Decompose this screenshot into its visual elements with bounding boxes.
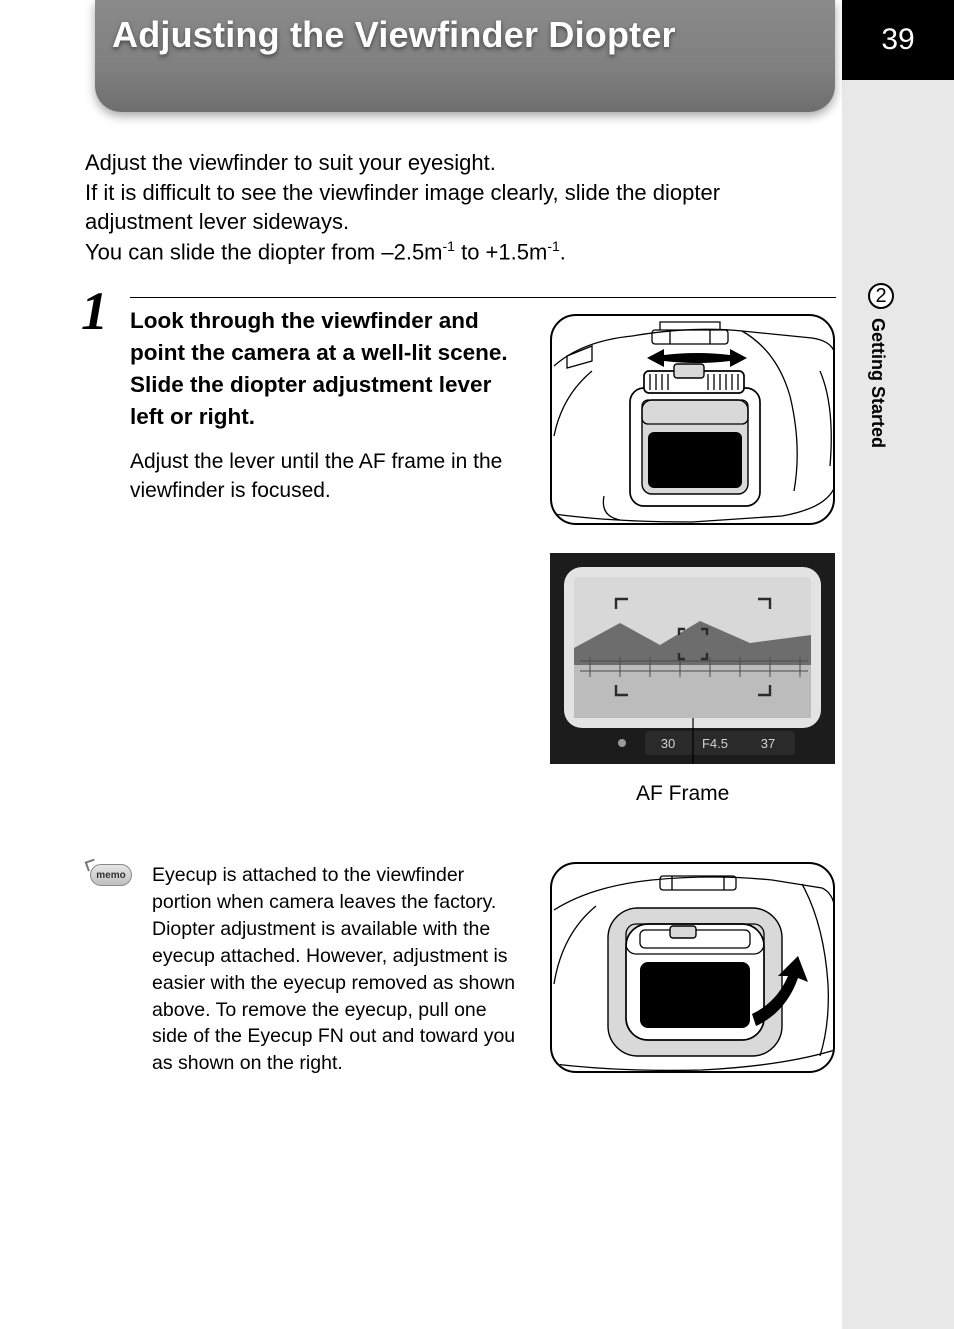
intro-line-3c: .	[560, 239, 566, 264]
intro-text: Adjust the viewfinder to suit your eyesi…	[85, 148, 825, 267]
intro-sup-2: -1	[547, 238, 559, 254]
figure-diopter-lever	[550, 314, 835, 525]
intro-line-3a: You can slide the diopter from –2.5m	[85, 239, 443, 264]
page-title: Adjusting the Viewfinder Diopter	[112, 14, 822, 56]
memo-text-sc: N	[330, 1025, 344, 1047]
step-body: Adjust the lever until the AF frame in t…	[130, 448, 520, 506]
readout-right: 37	[761, 736, 775, 751]
step-number: 1	[81, 280, 108, 342]
memo-text-a: Eyecup is attached to the viewfinder por…	[152, 864, 515, 1047]
side-margin	[842, 0, 954, 1329]
chapter-label: Getting Started	[867, 318, 888, 448]
readout-left: 30	[661, 736, 675, 751]
step-heading: Look through the viewfinder and point th…	[130, 305, 525, 433]
figure-eyecup-removal	[550, 862, 835, 1073]
chapter-number: 2	[875, 285, 886, 308]
memo-icon: memo	[88, 862, 134, 890]
memo-text: Eyecup is attached to the viewfinder por…	[152, 862, 522, 1077]
page-number: 39	[881, 23, 914, 57]
page-number-box: 39	[842, 0, 954, 80]
intro-line-3b: to +1.5m	[455, 239, 547, 264]
af-frame-caption: AF Frame	[636, 782, 729, 806]
memo-badge-label: memo	[96, 870, 125, 881]
intro-line-1: Adjust the viewfinder to suit your eyesi…	[85, 150, 496, 175]
chapter-number-badge: 2	[868, 283, 894, 309]
intro-sup-1: -1	[443, 238, 455, 254]
intro-line-2: If it is difficult to see the viewfinder…	[85, 180, 720, 235]
step-divider	[130, 297, 836, 298]
readout-mid: F4.5	[702, 736, 728, 751]
figure-viewfinder-preview: 30 F4.5 37	[550, 553, 835, 764]
